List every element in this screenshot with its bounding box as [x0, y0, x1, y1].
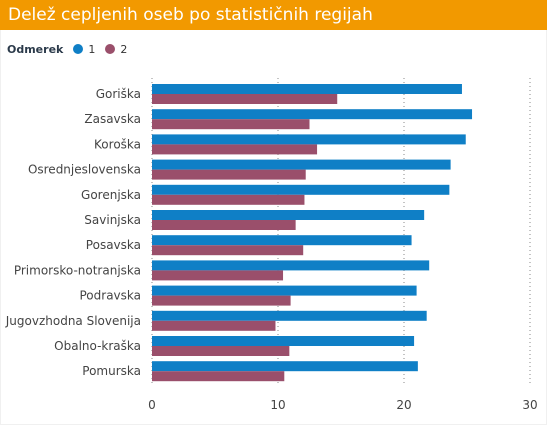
bar-series-1[interactable] — [152, 134, 466, 145]
bar-series-2[interactable] — [152, 346, 290, 356]
bar-series-2[interactable] — [152, 320, 276, 331]
bar-series-1[interactable] — [152, 210, 425, 220]
bar-series-2[interactable] — [152, 194, 305, 205]
legend-swatch-1 — [73, 44, 84, 54]
bar-series-1[interactable] — [152, 285, 417, 296]
bar-series-2[interactable] — [152, 220, 296, 230]
bar-series-1[interactable] — [152, 159, 451, 170]
legend-label-1: 1 — [88, 42, 96, 56]
category-label: Koroška — [94, 137, 141, 151]
legend-item-2[interactable]: 2 — [105, 43, 127, 56]
category-labels: Goriška Zasavska Koroška Osrednjeslovenska G… — [5, 87, 141, 378]
bar-series-1[interactable] — [152, 235, 412, 246]
category-label: Podravska — [80, 289, 142, 303]
bar-series-1[interactable] — [152, 84, 462, 94]
x-tick-labels: 0 10 20 30 — [148, 398, 537, 412]
category-label: Goriška — [96, 87, 141, 101]
bar-series-2[interactable] — [152, 270, 284, 281]
legend-label-2: 2 — [120, 42, 128, 56]
bar-series-1[interactable] — [152, 361, 418, 372]
category-label: Jugovzhodna Slovenija — [5, 314, 141, 328]
category-label: Zasavska — [84, 112, 141, 126]
category-label: Osrednjeslovenska — [28, 163, 141, 177]
category-label: Obalno-kraška — [54, 339, 141, 353]
bars — [152, 84, 473, 382]
legend: Odmerek 1 2 — [7, 40, 137, 58]
category-label: Pomurska — [82, 364, 141, 378]
chart-title: Delež cepljenih oseb po statističnih reg… — [8, 5, 373, 25]
bar-series-2[interactable] — [152, 169, 306, 180]
bar-series-1[interactable] — [152, 260, 430, 271]
legend-swatch-2 — [105, 44, 116, 54]
category-label: Posavska — [86, 238, 141, 252]
bar-series-2[interactable] — [152, 371, 285, 382]
x-tick-label: 20 — [396, 398, 411, 412]
gridlines — [151, 78, 531, 384]
bar-series-1[interactable] — [152, 109, 473, 120]
bar-series-2[interactable] — [152, 295, 291, 306]
title-bar: Delež cepljenih oseb po statističnih reg… — [0, 0, 547, 30]
bar-series-1[interactable] — [152, 310, 427, 321]
category-label: Gorenjska — [81, 188, 141, 202]
bar-series-2[interactable] — [152, 245, 304, 256]
bar-series-2[interactable] — [152, 94, 338, 104]
bar-series-2[interactable] — [152, 119, 310, 130]
x-tick-label: 30 — [522, 398, 537, 412]
legend-title: Odmerek — [7, 42, 64, 56]
category-label: Primorsko-notranjska — [14, 263, 141, 277]
legend-item-1[interactable]: 1 — [73, 43, 95, 56]
bar-series-1[interactable] — [152, 184, 450, 195]
bar-series-2[interactable] — [152, 144, 318, 155]
x-tick-label: 0 — [148, 398, 156, 412]
bar-series-1[interactable] — [152, 336, 415, 346]
category-label: Savinjska — [84, 213, 141, 227]
x-tick-label: 10 — [270, 398, 285, 412]
